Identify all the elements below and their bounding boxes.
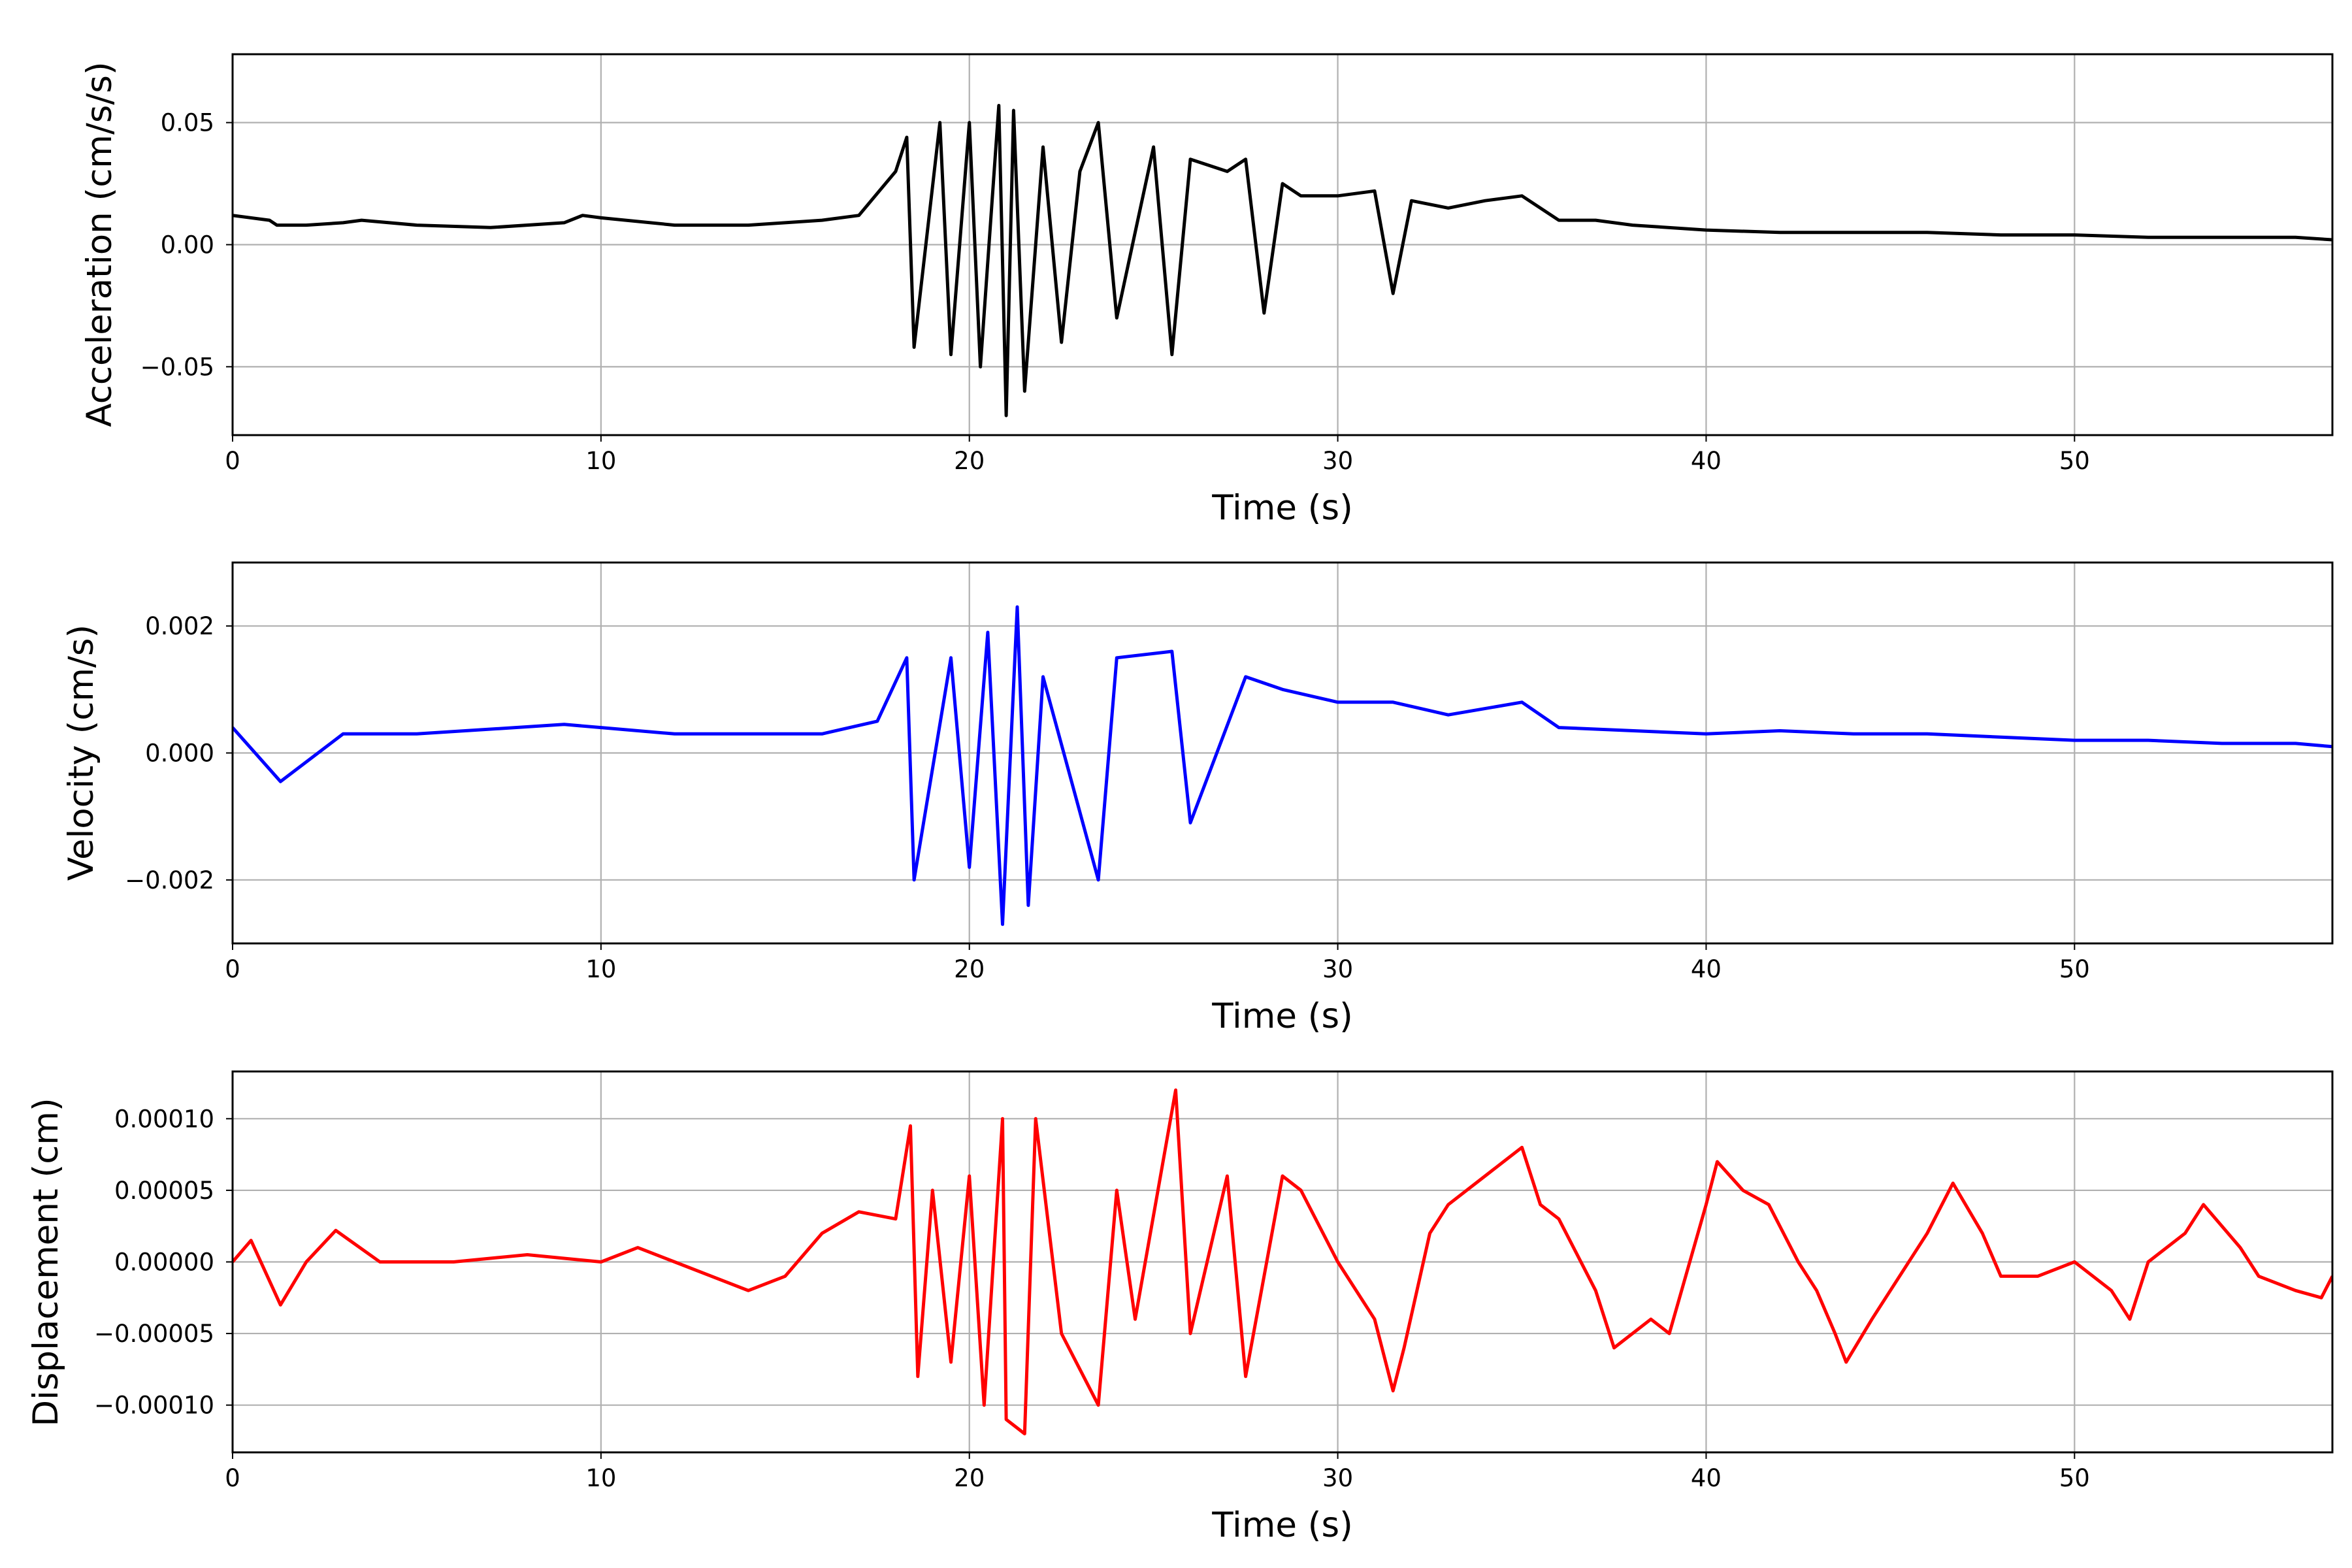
velocity-panel: 0 10 20 30 40 50 −0.002 0.000 0.002 Time (s) Vel… bbox=[61, 561, 2334, 1036]
displacement-x-tick-label: 0 bbox=[225, 1464, 240, 1492]
velocity-x-tick-label: 20 bbox=[954, 955, 985, 983]
acceleration-y-tick-label: −0.05 bbox=[140, 353, 214, 381]
acceleration-x-tick-label: 40 bbox=[1691, 447, 1722, 475]
acceleration-y-tick-label: 0.05 bbox=[161, 109, 214, 137]
velocity-ticks: 0 10 20 30 40 50 −0.002 0.000 0.002 bbox=[125, 612, 2090, 983]
displacement-x-tick-label: 20 bbox=[954, 1464, 985, 1492]
displacement-panel: 0 10 20 30 40 50 −0.00010 −0.00005 0.00000 0.0000… bbox=[26, 1070, 2334, 1545]
velocity-grid bbox=[231, 563, 2332, 943]
acceleration-y-tick-label: 0.00 bbox=[161, 231, 214, 259]
acceleration-x-tick-label: 50 bbox=[2059, 447, 2090, 475]
velocity-y-tick-label: −0.002 bbox=[125, 866, 214, 894]
displacement-series-line bbox=[233, 1088, 2332, 1435]
velocity-y-tick-label: 0.000 bbox=[145, 740, 214, 768]
velocity-x-tick-label: 40 bbox=[1691, 955, 1722, 983]
displacement-x-axis-title: Time (s) bbox=[1211, 1505, 1353, 1545]
acceleration-x-tick-label: 20 bbox=[954, 447, 985, 475]
displacement-x-tick-label: 10 bbox=[585, 1464, 616, 1492]
velocity-x-axis-title: Time (s) bbox=[1211, 996, 1353, 1036]
displacement-line-layer bbox=[233, 1088, 2332, 1435]
displacement-y-tick-label: 0.00010 bbox=[114, 1105, 214, 1133]
acceleration-x-axis-title: Time (s) bbox=[1211, 488, 1353, 528]
displacement-y-tick-label: −0.00010 bbox=[94, 1392, 214, 1420]
velocity-series-line bbox=[233, 605, 2332, 926]
velocity-line-layer bbox=[233, 605, 2332, 926]
displacement-ticks: 0 10 20 30 40 50 −0.00010 −0.00005 0.00000 0.0000… bbox=[94, 1105, 2090, 1492]
displacement-grid bbox=[231, 1071, 2332, 1452]
velocity-x-tick-label: 50 bbox=[2059, 955, 2090, 983]
displacement-x-tick-label: 30 bbox=[1322, 1464, 1353, 1492]
velocity-x-tick-label: 0 bbox=[225, 955, 240, 983]
displacement-x-tick-label: 40 bbox=[1691, 1464, 1722, 1492]
velocity-y-axis-title: Velocity (cm/s) bbox=[61, 625, 101, 881]
velocity-x-tick-label: 30 bbox=[1322, 955, 1353, 983]
acceleration-x-tick-label: 10 bbox=[585, 447, 616, 475]
acceleration-grid bbox=[231, 54, 2332, 435]
displacement-y-tick-label: 0.00005 bbox=[114, 1177, 214, 1205]
velocity-x-tick-label: 10 bbox=[585, 955, 616, 983]
acceleration-panel: 0 10 20 30 40 50 −0.05 0.00 0.05 Time (s) Accele… bbox=[80, 53, 2334, 528]
velocity-y-tick-label: 0.002 bbox=[145, 612, 214, 640]
acceleration-ticks: 0 10 20 30 40 50 −0.05 0.00 0.05 bbox=[140, 109, 2090, 475]
acceleration-x-tick-label: 30 bbox=[1322, 447, 1353, 475]
displacement-y-tick-label: −0.00005 bbox=[94, 1320, 214, 1348]
acceleration-series-line bbox=[233, 104, 2332, 417]
acceleration-y-axis-title: Acceleration (cm/s/s) bbox=[80, 61, 120, 427]
acceleration-x-tick-label: 0 bbox=[225, 447, 240, 475]
displacement-y-tick-label: 0.00000 bbox=[114, 1249, 214, 1277]
displacement-y-axis-title: Displacement (cm) bbox=[26, 1098, 66, 1426]
displacement-x-tick-label: 50 bbox=[2059, 1464, 2090, 1492]
acceleration-line-layer bbox=[233, 104, 2332, 417]
